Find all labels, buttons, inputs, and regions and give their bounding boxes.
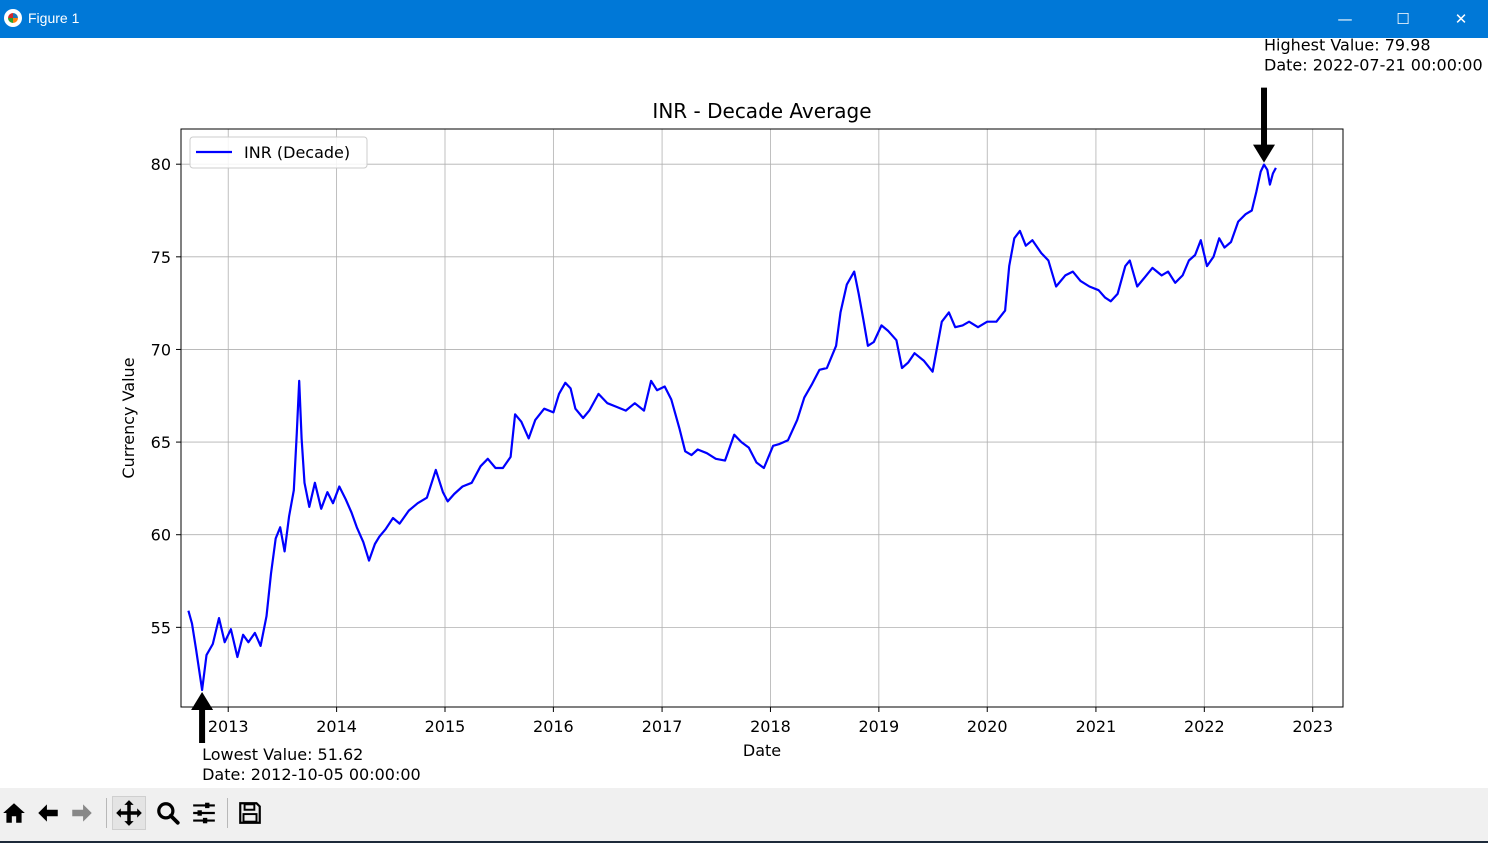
y-tick-label: 75 [151,248,171,267]
forward-button[interactable] [65,796,99,830]
x-tick-label: 2014 [316,717,357,736]
series-layer [187,163,1277,692]
minimize-button[interactable]: — [1337,10,1353,28]
x-tick-label: 2017 [642,717,683,736]
x-tick-label: 2023 [1292,717,1333,736]
pan-icon [116,800,142,826]
figure-canvas[interactable]: 2013 2014 2015 2016 2017 2018 2019 2020 2021 2022… [0,36,1488,788]
window-bottom-border [0,841,1488,843]
annotation-date-text: Date: 2022-07-21 00:00:00 [1264,56,1483,75]
x-axis-label: Date [743,741,781,760]
annotation-arrow-head [1253,144,1276,163]
back-icon [38,804,58,822]
x-tick-label: 2020 [967,717,1008,736]
annotation-value-text: Lowest Value: 51.62 [202,745,363,764]
y-tick-label: 60 [151,526,171,545]
save-icon [239,802,261,824]
x-tick-label: 2015 [425,717,466,736]
navigation-toolbar [0,788,1488,841]
toolbar-separator [106,798,107,828]
window-title-bar: Figure 1 — ☐ ✕ [0,0,1488,38]
x-tick-label: 2013 [208,717,249,736]
pan-button[interactable] [112,796,146,830]
y-tick-label: 80 [151,155,171,174]
x-tick-label: 2018 [750,717,791,736]
configure-subplots-icon [193,802,215,824]
line-chart: 2013 2014 2015 2016 2017 2018 2019 2020 2021 2022… [119,36,1483,784]
chart-title: INR - Decade Average [652,99,871,123]
close-button[interactable]: ✕ [1454,10,1468,28]
configure-subplots-button[interactable] [187,796,221,830]
annotation-date-text: Date: 2012-10-05 00:00:00 [202,765,421,784]
y-axis-label: Currency Value [119,357,138,478]
annotation-arrow-head [191,691,214,710]
zoom-button[interactable] [151,796,185,830]
x-tick-label: 2022 [1184,717,1225,736]
save-button[interactable] [233,796,267,830]
legend-box [189,136,368,169]
window-title: Figure 1 [28,10,80,26]
x-tick-label: 2016 [533,717,574,736]
y-tick-label: 55 [151,618,171,637]
x-tick-label: 2019 [858,717,899,736]
legend-entry: INR (Decade) [244,143,350,162]
grid [181,129,1343,707]
plot-area [180,128,1344,708]
x-tick-label: 2021 [1076,717,1117,736]
maximize-button[interactable]: ☐ [1396,10,1410,28]
axis-ticks: 2013 2014 2015 2016 2017 2018 2019 2020 2021 2022… [151,155,1333,736]
series-line-inr-decade [187,163,1277,692]
back-button[interactable] [31,796,65,830]
y-tick-label: 70 [151,340,171,359]
y-tick-label: 65 [151,433,171,452]
home-icon [3,803,25,823]
toolbar-separator [227,798,228,828]
forward-icon [72,804,92,822]
matplotlib-app-icon [4,9,22,27]
annotation-value-text: Highest Value: 79.98 [1264,38,1431,55]
zoom-icon [157,802,180,825]
legend: INR (Decade) [189,136,368,169]
home-button[interactable] [0,796,31,830]
